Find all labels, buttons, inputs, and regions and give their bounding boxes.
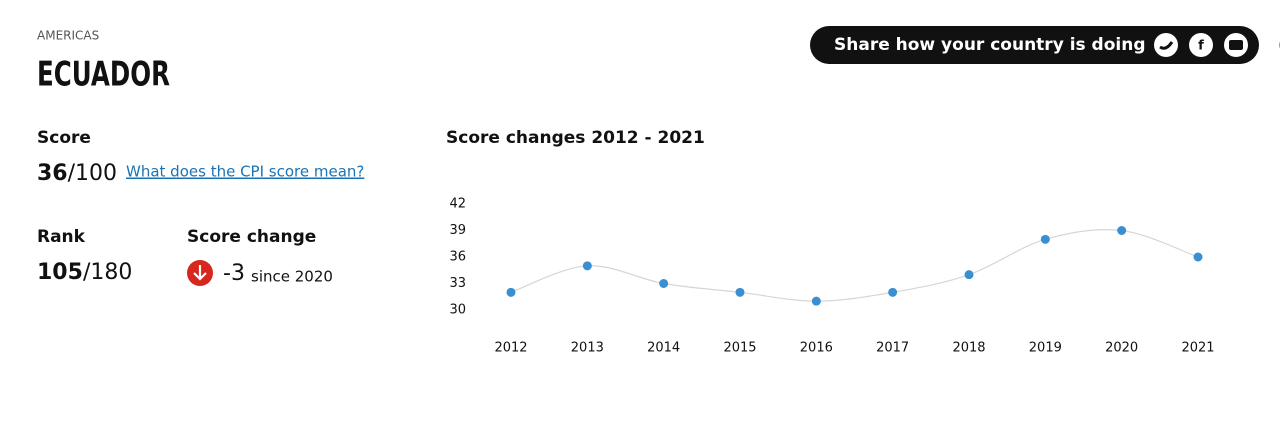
down-arrow [193, 265, 207, 281]
point [735, 287, 745, 297]
point [1117, 226, 1127, 235]
point [659, 279, 669, 288]
email-glyph [1229, 40, 1243, 50]
point [1193, 252, 1203, 262]
x-tick-label: 2012 [494, 341, 527, 356]
rank-text: 105/180 [37, 260, 132, 285]
chart-title: Score changes 2012 - 2021 [446, 128, 705, 148]
country: ECUADOR [37, 55, 170, 95]
change-value: -3 [223, 261, 245, 286]
score-label: Score [37, 128, 91, 148]
point [1040, 234, 1050, 244]
y-tick-label: 30 [449, 303, 466, 318]
score-max: /100 [68, 161, 117, 186]
x-tick-label: 2015 [723, 341, 756, 356]
y-tick-label: 33 [449, 276, 466, 291]
x-tick-label: 2019 [1029, 341, 1062, 356]
facebook-glyph: f [1198, 39, 1204, 54]
share-bar[interactable] [810, 26, 1259, 64]
twitter-glyph [1159, 41, 1174, 50]
rank-label: Rank [37, 227, 86, 247]
x-tick-label: 2020 [1105, 341, 1138, 356]
rank-max: /180 [83, 260, 132, 285]
point [888, 287, 898, 297]
score-link[interactable]: What does the CPI score mean? [126, 163, 364, 181]
y-tick-label: 36 [449, 250, 466, 265]
x-tick-label: 2018 [952, 341, 985, 356]
twitter-icon[interactable] [1154, 33, 1178, 57]
x-tick-label: 2013 [571, 341, 604, 356]
score-text: 36/100 [37, 161, 117, 186]
x-tick-label: 2021 [1181, 341, 1214, 356]
point [964, 270, 974, 280]
score-value: 36 [37, 161, 68, 186]
x-tick-label: 2017 [876, 341, 909, 356]
y-tick-label: 42 [449, 197, 466, 212]
y-tick-label: 39 [449, 223, 466, 238]
share-label: Share how your country is doing [834, 35, 1146, 55]
change-since: since 2020 [251, 268, 333, 286]
point [811, 296, 821, 306]
change-label: Score change [187, 227, 316, 247]
point [506, 287, 516, 297]
x-tick-label: 2014 [647, 341, 680, 356]
point [582, 261, 592, 271]
rank-value: 105 [37, 260, 83, 285]
x-tick-label: 2016 [800, 341, 833, 356]
line [510, 228, 1199, 302]
facebook-icon[interactable] [1189, 33, 1213, 57]
region: AMERICAS [37, 29, 99, 43]
